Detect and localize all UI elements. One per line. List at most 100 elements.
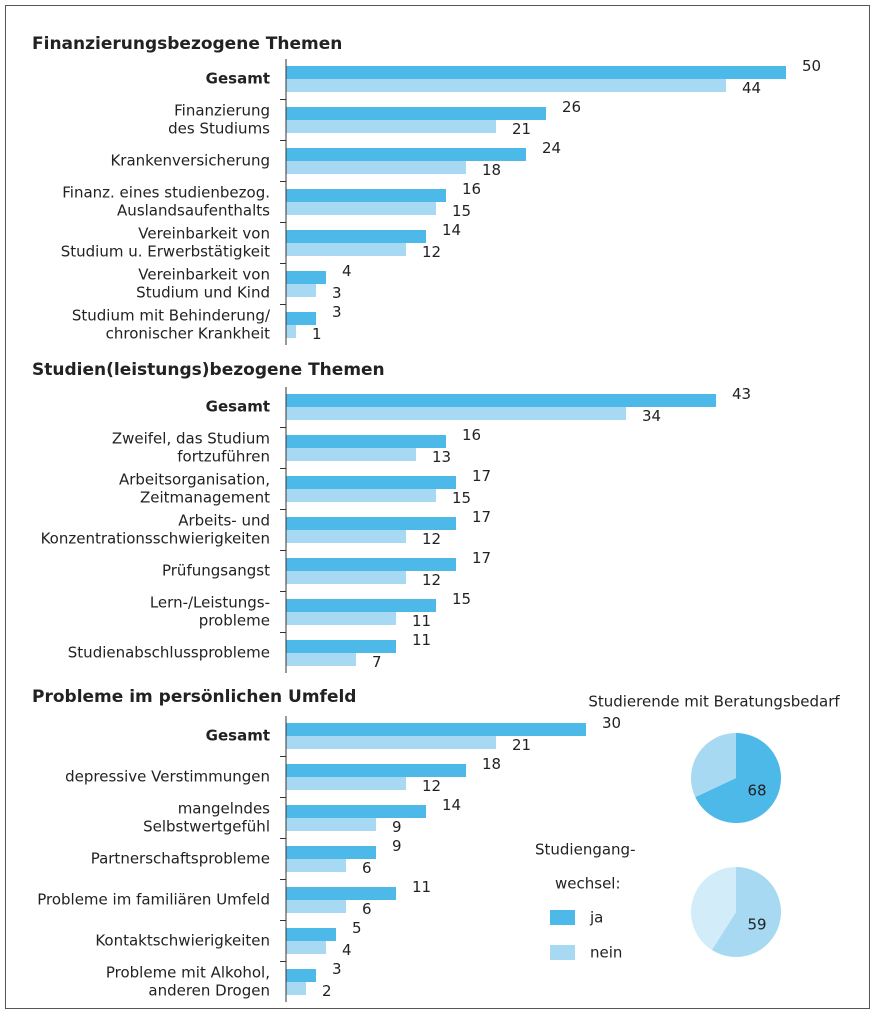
value-label: 26 bbox=[562, 98, 581, 116]
bar bbox=[286, 448, 416, 461]
bar bbox=[286, 489, 436, 502]
value-label: 11 bbox=[412, 878, 431, 896]
bar bbox=[286, 161, 466, 174]
value-label: 2 bbox=[322, 982, 332, 1000]
category-label: Zweifel, das Studium bbox=[112, 430, 270, 448]
category-label: Zeitmanagement bbox=[140, 489, 270, 507]
category-label: probleme bbox=[199, 612, 270, 630]
value-label: 16 bbox=[462, 180, 481, 198]
value-label: 12 bbox=[422, 530, 441, 548]
bar bbox=[286, 571, 406, 584]
value-label: 21 bbox=[512, 120, 531, 138]
bar bbox=[286, 107, 546, 120]
value-label: 9 bbox=[392, 818, 402, 836]
value-label: 12 bbox=[422, 777, 441, 795]
value-label: 16 bbox=[462, 426, 481, 444]
bar bbox=[286, 887, 396, 900]
category-label: Partnerschaftsprobleme bbox=[91, 850, 270, 868]
value-label: 34 bbox=[642, 407, 661, 425]
category-label: anderen Drogen bbox=[148, 982, 270, 1000]
category-label: Finanz. eines studienbezog. bbox=[62, 184, 270, 202]
bar bbox=[286, 859, 346, 872]
category-label: depressive Verstimmungen bbox=[65, 768, 270, 786]
bar bbox=[286, 846, 376, 859]
category-label: Vereinbarkeit von bbox=[138, 266, 270, 284]
pie-slice bbox=[711, 867, 781, 957]
bar bbox=[286, 969, 316, 982]
value-label: 4 bbox=[342, 941, 352, 959]
bar bbox=[286, 284, 316, 297]
bar bbox=[286, 640, 396, 653]
bar bbox=[286, 189, 446, 202]
bar bbox=[286, 66, 786, 79]
value-label: 3 bbox=[332, 960, 342, 978]
category-label: Kontaktschwierigkeiten bbox=[95, 932, 270, 950]
legend-label: ja bbox=[589, 909, 603, 927]
value-label: 17 bbox=[472, 467, 491, 485]
category-label: Auslandsaufenthalts bbox=[117, 202, 270, 220]
pie-slice bbox=[691, 867, 736, 950]
bar bbox=[286, 558, 456, 571]
legend-title: wechsel: bbox=[555, 875, 621, 893]
bar bbox=[286, 928, 336, 941]
value-label: 3 bbox=[332, 303, 342, 321]
value-label: 11 bbox=[412, 631, 431, 649]
value-label: 17 bbox=[472, 549, 491, 567]
panel-title: Probleme im persönlichen Umfeld bbox=[32, 687, 356, 707]
category-label: Studienabschlussprobleme bbox=[68, 644, 270, 662]
category-label: Gesamt bbox=[206, 70, 270, 88]
category-label: Konzentrationsschwierigkeiten bbox=[41, 530, 270, 548]
value-label: 50 bbox=[802, 57, 821, 75]
legend-label: nein bbox=[590, 944, 622, 962]
value-label: 3 bbox=[332, 284, 342, 302]
bar bbox=[286, 612, 396, 625]
category-label: Probleme im familiären Umfeld bbox=[37, 891, 270, 909]
value-label: 15 bbox=[452, 590, 471, 608]
value-label: 21 bbox=[512, 736, 531, 754]
value-label: 5 bbox=[352, 919, 362, 937]
value-label: 13 bbox=[432, 448, 451, 466]
category-label: Finanzierung bbox=[174, 102, 270, 120]
category-label: Studium und Kind bbox=[136, 284, 270, 302]
bar bbox=[286, 407, 626, 420]
value-label: 9 bbox=[392, 837, 402, 855]
bar bbox=[286, 79, 726, 92]
bar bbox=[286, 230, 426, 243]
value-label: 18 bbox=[482, 755, 501, 773]
legend-swatch bbox=[550, 910, 575, 925]
bar bbox=[286, 394, 716, 407]
category-label: mangelndes bbox=[178, 800, 270, 818]
value-label: 44 bbox=[742, 79, 761, 97]
bar bbox=[286, 736, 496, 749]
value-label: 6 bbox=[362, 900, 372, 918]
value-label: 12 bbox=[422, 571, 441, 589]
category-label: Probleme mit Alkohol, bbox=[106, 964, 270, 982]
value-label: 24 bbox=[542, 139, 561, 157]
bar bbox=[286, 120, 496, 133]
category-label: des Studiums bbox=[168, 120, 270, 138]
value-label: 4 bbox=[342, 262, 352, 280]
bar bbox=[286, 982, 306, 995]
legend-title: Studiengang- bbox=[535, 841, 636, 859]
value-label: 15 bbox=[452, 489, 471, 507]
bar bbox=[286, 599, 436, 612]
category-label: Studium u. Erwerbstätigkeit bbox=[61, 243, 270, 261]
bar bbox=[286, 148, 526, 161]
pie-slice bbox=[691, 733, 736, 798]
category-label: fortzuführen bbox=[177, 448, 270, 466]
value-label: 15 bbox=[452, 202, 471, 220]
bar bbox=[286, 476, 456, 489]
panel-title: Studien(leistungs)bezogene Themen bbox=[32, 360, 385, 380]
category-label: Vereinbarkeit von bbox=[138, 225, 270, 243]
category-label: Krankenversicherung bbox=[110, 152, 270, 170]
bar bbox=[286, 202, 436, 215]
bar bbox=[286, 312, 316, 325]
category-label: Studium mit Behinderung/ bbox=[72, 307, 271, 325]
category-label: Arbeits- und bbox=[178, 512, 270, 530]
value-label: 12 bbox=[422, 243, 441, 261]
pie-title: Studierende mit Beratungsbedarf bbox=[588, 693, 840, 711]
bar bbox=[286, 777, 406, 790]
bar bbox=[286, 764, 466, 777]
pie-label: 68 bbox=[747, 782, 766, 800]
